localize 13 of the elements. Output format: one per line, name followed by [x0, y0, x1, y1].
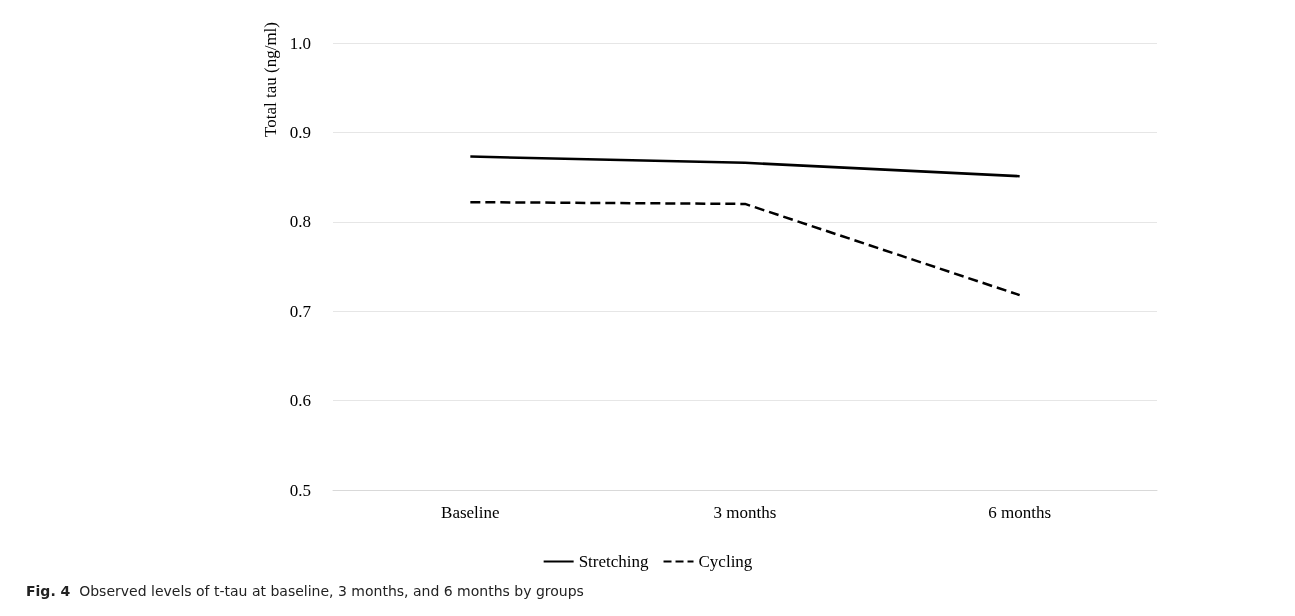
y-axis-title: Total tau (ng/ml): [260, 22, 280, 137]
y-tick-label: 1.0: [289, 33, 311, 53]
x-tick-label: Baseline: [441, 503, 500, 522]
y-tick-label: 0.5: [289, 480, 311, 500]
caption: Fig. 4 Observed levels of t-tau at baseline, 3 months, and 6 months by groups: [26, 583, 584, 599]
y-tick-label: 0.8: [289, 212, 311, 232]
legend-label: Cycling: [698, 552, 753, 571]
x-tick-label: 6 months: [988, 503, 1052, 522]
y-tick-label: 0.7: [289, 301, 312, 321]
x-tick-label: 3 months: [713, 503, 777, 522]
y-tick-label: 0.9: [289, 122, 311, 142]
y-tick-label: 0.6: [289, 391, 311, 411]
legend-label: Stretching: [578, 552, 650, 571]
